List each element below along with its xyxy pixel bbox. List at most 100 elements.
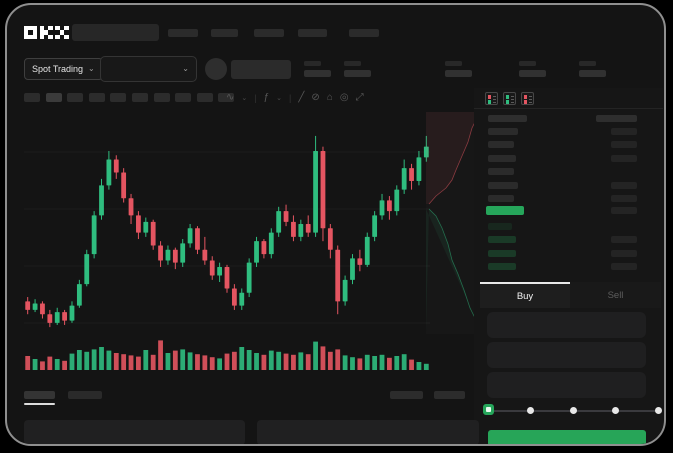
slider-stop-dot[interactable] [527, 407, 534, 414]
amount-input[interactable] [487, 342, 646, 368]
timeframe-pill[interactable] [218, 93, 235, 102]
ask-amount-placeholder [611, 128, 637, 135]
timeframe-pill[interactable] [132, 93, 148, 102]
last-price-bar [486, 206, 524, 215]
bid-row[interactable] [480, 263, 660, 271]
chart-style-icon[interactable]: ∿ [226, 92, 235, 103]
timeframe-pill[interactable] [67, 93, 84, 102]
stat-value-placeholder [445, 70, 472, 77]
bid-row[interactable] [480, 223, 660, 231]
icon-color-bottom [524, 100, 527, 104]
icon-color-bottom [506, 100, 509, 104]
okx-logo-letter [55, 26, 69, 40]
nav-item-placeholder[interactable] [298, 29, 327, 37]
bottom-tab[interactable] [68, 391, 102, 399]
divider: | [254, 92, 257, 103]
chevron-down-icon[interactable]: ⌄ [276, 94, 283, 102]
device-frame: OKX Spot Trading ⌄ ⌄ ∿ ⌄ | ƒ ⌄ | ╱ ⊘ ⌂ ◎ ⤢ Buy [5, 3, 666, 446]
bottom-action-placeholder[interactable] [434, 391, 465, 399]
coin-avatar [205, 58, 227, 80]
book-asks-icon[interactable] [521, 92, 534, 105]
ask-amount-placeholder [611, 141, 637, 149]
market-type-dropdown[interactable]: Spot Trading ⌄ [24, 58, 103, 80]
fullscreen-icon[interactable]: ⤢ [355, 92, 364, 103]
divider: | [289, 92, 292, 103]
tab-buy[interactable]: Buy [480, 282, 570, 308]
bottom-tab[interactable] [24, 391, 55, 399]
settings-icon[interactable]: ◎ [339, 92, 349, 103]
ask-row[interactable] [480, 154, 660, 163]
ask-price-placeholder [488, 128, 518, 135]
ask-row[interactable] [480, 181, 660, 190]
candlestick-chart[interactable] [24, 108, 430, 345]
ask-price-placeholder [488, 195, 514, 202]
pair-selector-dropdown[interactable]: ⌄ [100, 56, 197, 82]
price-input[interactable] [487, 312, 646, 338]
chevron-down-icon[interactable]: ⌄ [241, 94, 248, 102]
amount-slider-handle[interactable] [483, 404, 494, 415]
icon-line [493, 99, 496, 100]
tab-sell-label: Sell [607, 289, 624, 301]
timeframe-pill[interactable] [88, 93, 105, 102]
stat-label-placeholder [445, 61, 462, 66]
tab-sell[interactable]: Sell [570, 282, 661, 308]
last-price-placeholder [231, 60, 291, 79]
bid-row[interactable] [480, 236, 660, 244]
market-type-label: Spot Trading [32, 64, 84, 74]
okx-logo[interactable]: OKX [24, 26, 69, 40]
stat-label-placeholder [579, 61, 596, 66]
ask-row[interactable] [480, 128, 660, 136]
ask-row[interactable] [480, 168, 660, 176]
bid-amount-placeholder [611, 249, 637, 257]
bottom-action-placeholder[interactable] [390, 391, 423, 399]
slider-stop-dot[interactable] [654, 407, 662, 414]
divider [474, 108, 663, 109]
bottom-panel-left[interactable] [24, 420, 245, 444]
timeframe-pill[interactable] [175, 93, 192, 102]
ask-row[interactable] [480, 141, 660, 149]
stat-label-placeholder [344, 61, 361, 66]
bid-price-placeholder [488, 263, 516, 271]
ask-price-placeholder [488, 181, 518, 189]
search-input[interactable] [72, 24, 159, 41]
icon-line [511, 102, 514, 103]
timeframe-pill[interactable] [153, 93, 170, 102]
chevron-down-icon: ⌄ [182, 64, 189, 73]
nav-item-placeholder[interactable] [254, 29, 284, 37]
stat-value-placeholder [344, 70, 371, 77]
bid-amount-placeholder [611, 236, 637, 244]
bid-row[interactable] [480, 249, 660, 258]
book-bids-icon[interactable] [503, 92, 516, 105]
okx-logo-letter [39, 26, 53, 40]
icon-color-top [506, 95, 509, 99]
chart-tools: ∿ ⌄ | ƒ ⌄ | ╱ ⊘ ⌂ ◎ ⤢ [226, 90, 364, 105]
trendline-tool-icon[interactable]: ╱ [298, 92, 305, 103]
icon-line [529, 102, 532, 103]
indicators-icon[interactable]: ƒ [263, 92, 270, 103]
stat-value-placeholder [579, 70, 606, 77]
timeframe-pill[interactable] [45, 93, 62, 102]
bid-price-placeholder [488, 236, 516, 244]
timeframe-pill[interactable] [24, 93, 40, 102]
slider-stop-dot[interactable] [569, 407, 577, 414]
timeframe-pill[interactable] [110, 93, 127, 102]
eraser-tool-icon[interactable]: ⊘ [311, 92, 320, 103]
depth-overlay [426, 112, 480, 339]
icon-line [529, 99, 532, 100]
ask-amount-placeholder [611, 181, 637, 189]
stat-label-placeholder [304, 61, 321, 66]
snapshot-icon[interactable]: ⌂ [326, 92, 333, 103]
nav-item-placeholder[interactable] [211, 29, 238, 37]
buy-submit-button[interactable] [488, 430, 646, 444]
book-both-icon[interactable] [485, 92, 498, 105]
icon-color-top [488, 95, 491, 99]
last-price-amount-placeholder [611, 207, 637, 214]
total-input[interactable] [487, 372, 646, 398]
nav-item-placeholder[interactable] [349, 29, 379, 37]
nav-item-placeholder[interactable] [168, 29, 198, 37]
timeframe-pill[interactable] [196, 93, 213, 102]
ask-row[interactable] [480, 195, 660, 203]
slider-stop-dot[interactable] [612, 407, 619, 414]
ask-price-placeholder [488, 168, 514, 176]
bottom-panel-right[interactable] [257, 420, 479, 444]
